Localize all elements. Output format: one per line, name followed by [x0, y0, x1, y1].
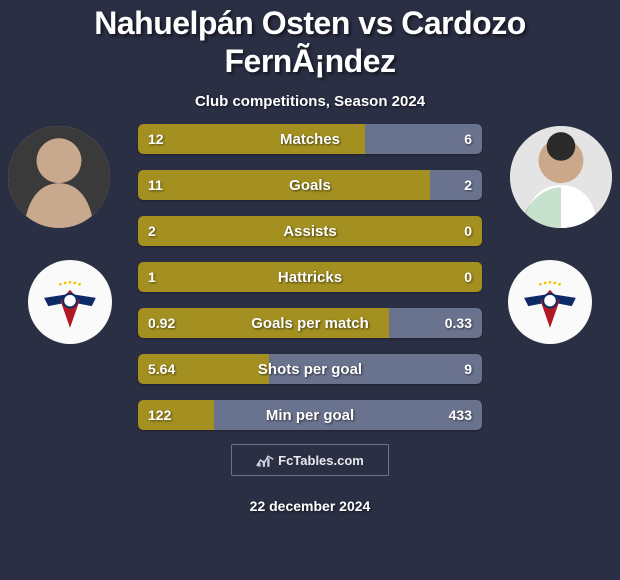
stat-bar-left — [138, 262, 482, 292]
stat-row: Min per goal122433 — [138, 400, 482, 430]
stat-bar-left — [138, 216, 482, 246]
date-text: 22 december 2024 — [0, 498, 620, 514]
stat-row: Shots per goal5.649 — [138, 354, 482, 384]
crest-icon — [516, 268, 584, 336]
stats-list: Matches126 Goals112 Assists20 Hattricks10 Go… — [138, 124, 482, 446]
stat-bar-right — [269, 354, 482, 384]
stat-row: Goals112 — [138, 170, 482, 200]
crest-icon — [36, 268, 104, 336]
stat-bar-right — [365, 124, 482, 154]
avatar-icon — [8, 126, 110, 228]
stat-bar-left — [138, 170, 430, 200]
player2-photo — [510, 126, 612, 228]
stat-bar-right — [214, 400, 482, 430]
subtitle: Club competitions, Season 2024 — [0, 93, 620, 110]
stat-bar-left — [138, 308, 389, 338]
brand-badge[interactable]: FcTables.com — [231, 444, 389, 476]
player1-club-logo — [28, 260, 112, 344]
stat-bar-left — [138, 400, 214, 430]
chart-icon — [256, 452, 274, 468]
stat-bar-left — [138, 124, 365, 154]
stat-bar-left — [138, 354, 269, 384]
brand-text: FcTables.com — [278, 453, 364, 468]
player1-name: Nahuelpán Osten — [94, 5, 350, 41]
page-title: Nahuelpán Osten vs Cardozo FernÃ¡ndez — [0, 4, 620, 81]
avatar-icon — [510, 126, 612, 228]
stat-row: Assists20 — [138, 216, 482, 246]
comparison-card: Nahuelpán Osten vs Cardozo FernÃ¡ndez Cl… — [0, 0, 620, 580]
player2-club-logo — [508, 260, 592, 344]
stat-bar-right — [389, 308, 482, 338]
stat-bar-right — [430, 170, 482, 200]
vs-separator: vs — [358, 5, 393, 41]
stat-row: Hattricks10 — [138, 262, 482, 292]
stat-row: Matches126 — [138, 124, 482, 154]
player1-photo — [8, 126, 110, 228]
stat-row: Goals per match0.920.33 — [138, 308, 482, 338]
